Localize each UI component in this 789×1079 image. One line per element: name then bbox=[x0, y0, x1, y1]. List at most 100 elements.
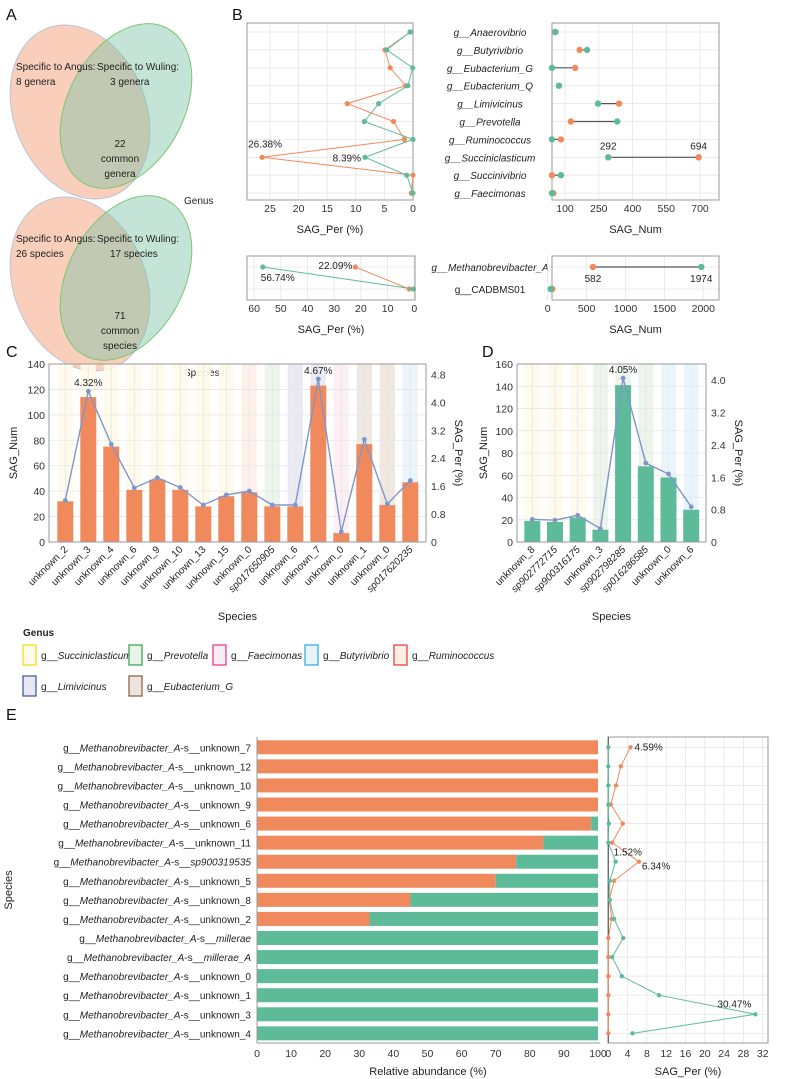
per-point bbox=[361, 436, 367, 442]
legend-label: g__Ruminococcus bbox=[412, 651, 494, 662]
wuling-num-point bbox=[548, 189, 556, 197]
y-tick-label: 0 bbox=[39, 537, 45, 549]
y2-tick-label: 3.2 bbox=[431, 425, 446, 437]
num-tick-label: 700 bbox=[691, 203, 709, 215]
wuling-num-point bbox=[552, 28, 559, 36]
abundance-tick-label: 80 bbox=[524, 1048, 536, 1060]
abundance-tick-label: 20 bbox=[319, 1048, 331, 1060]
legend-prefix: g__ bbox=[41, 651, 58, 662]
per-tick-label: 40 bbox=[302, 303, 314, 315]
num-tick-label: 0 bbox=[545, 303, 551, 315]
venn-angus-ellipse bbox=[9, 24, 151, 200]
venn-angus-title: Specific to Angus: bbox=[16, 234, 96, 245]
label-part: -s__ bbox=[180, 1010, 200, 1021]
species-row-label: g__Methanobrevibacter_A-s__unknown_7 bbox=[63, 743, 251, 754]
wuling-per-point bbox=[362, 154, 368, 160]
num-tick-label: 400 bbox=[624, 203, 642, 215]
venn-wuling-count: 17 species bbox=[110, 249, 158, 260]
per-tick-label: 16 bbox=[680, 1048, 692, 1060]
angus-per-point bbox=[609, 840, 615, 845]
venn-common-label: common bbox=[101, 326, 139, 337]
per-point bbox=[108, 441, 114, 447]
y2-axis-title: SAG_Per (%) bbox=[732, 420, 744, 487]
genus-label: g__Prevotella bbox=[459, 118, 521, 129]
angus-num-point bbox=[576, 46, 583, 54]
wuling-abundance-bar bbox=[257, 1026, 598, 1041]
legend-prefix: g__ bbox=[147, 682, 164, 693]
legend-title: Genus bbox=[23, 628, 55, 639]
per-tick-label: 12 bbox=[660, 1048, 672, 1060]
wuling-num-point bbox=[547, 285, 554, 293]
legend-swatch bbox=[128, 644, 143, 666]
wuling-per-point bbox=[606, 821, 611, 826]
label-part: -s__ bbox=[180, 743, 200, 754]
angus-num-point bbox=[548, 172, 556, 179]
per-point bbox=[552, 517, 558, 523]
label-part: Methanobrevibacter_A bbox=[84, 953, 185, 964]
bar bbox=[333, 533, 350, 542]
y2-tick-label: 4.0 bbox=[431, 397, 446, 409]
angus-per-line bbox=[262, 31, 414, 194]
per-point bbox=[200, 502, 206, 508]
per-annotation: 56.74% bbox=[261, 273, 295, 284]
angus-num-point bbox=[695, 154, 702, 161]
legend-genus-name: Butyrivibrio bbox=[340, 651, 390, 662]
genus-label: g__Limivicinus bbox=[457, 100, 523, 111]
wuling-per-point bbox=[404, 172, 410, 178]
num-tick-label: 550 bbox=[657, 203, 675, 215]
label-part: Methanobrevibacter_A bbox=[74, 762, 175, 773]
label-part: Methanobrevibacter_A bbox=[80, 1029, 181, 1040]
wuling-abundance-bar bbox=[495, 873, 598, 888]
wuling-per-point bbox=[607, 878, 612, 883]
per-annotation: 6.34% bbox=[642, 862, 670, 873]
angus-abundance-bar bbox=[257, 873, 496, 888]
venn-wuling-title: Specific to Wuling: bbox=[97, 62, 179, 73]
num-annotation: 1974 bbox=[690, 274, 713, 285]
wuling-per-point bbox=[753, 1012, 758, 1017]
wuling-per-point bbox=[606, 840, 611, 845]
per-point bbox=[223, 492, 229, 498]
per-point bbox=[643, 460, 649, 466]
label-part: unknown_7 bbox=[200, 743, 252, 754]
per-annotation: 22.09% bbox=[318, 261, 352, 272]
angus-per-point bbox=[606, 1031, 611, 1036]
label-part: g__ bbox=[58, 762, 75, 773]
angus-abundance-bar bbox=[257, 797, 598, 812]
panel-label-a: A bbox=[6, 7, 17, 24]
wuling-per-point bbox=[613, 859, 618, 864]
venn-common-label: 71 bbox=[114, 311, 126, 322]
bar bbox=[80, 397, 97, 542]
wuling-abundance-bar bbox=[369, 911, 598, 926]
venn-wuling-count: 3 genera bbox=[110, 77, 150, 88]
legend-prefix: g__ bbox=[147, 651, 164, 662]
wuling-per-point bbox=[656, 993, 662, 998]
y-tick-label: 40 bbox=[501, 493, 513, 505]
wuling-abundance-bar bbox=[591, 816, 598, 831]
per-point bbox=[62, 498, 68, 503]
label-part: unknown_1 bbox=[200, 991, 252, 1002]
wuling-per-point bbox=[410, 65, 416, 71]
per-tick-label: 60 bbox=[248, 303, 260, 315]
bar bbox=[524, 520, 541, 542]
angus-per-point bbox=[410, 172, 416, 178]
per-annotation: 1.52% bbox=[614, 848, 642, 859]
y2-tick-label: 1.6 bbox=[431, 481, 446, 493]
label-part: -s__ bbox=[180, 915, 200, 926]
legend-label: g__Butyrivibrio bbox=[323, 651, 390, 662]
per-tick-label: 20 bbox=[699, 1048, 711, 1060]
per-annotation: 4.59% bbox=[634, 742, 662, 753]
legend-label: g__Succiniclasticum bbox=[41, 651, 132, 662]
label-part: -s__ bbox=[171, 858, 191, 869]
abundance-tick-label: 0 bbox=[254, 1048, 260, 1060]
wuling-abundance-bar bbox=[257, 1007, 598, 1022]
y2-tick-label: 0.8 bbox=[431, 509, 446, 521]
y-tick-label: 40 bbox=[33, 486, 45, 498]
abundance-tick-label: 40 bbox=[388, 1048, 400, 1060]
genus-label: g__Butyrivibrio bbox=[457, 46, 524, 57]
y-tick-label: 60 bbox=[33, 461, 45, 473]
legend-label: g__Limivicinus bbox=[41, 682, 107, 693]
angus-abundance-bar bbox=[257, 740, 598, 755]
wuling-num-point bbox=[605, 154, 612, 161]
label-part: -s__ bbox=[180, 972, 200, 983]
legend-swatch bbox=[128, 675, 143, 697]
